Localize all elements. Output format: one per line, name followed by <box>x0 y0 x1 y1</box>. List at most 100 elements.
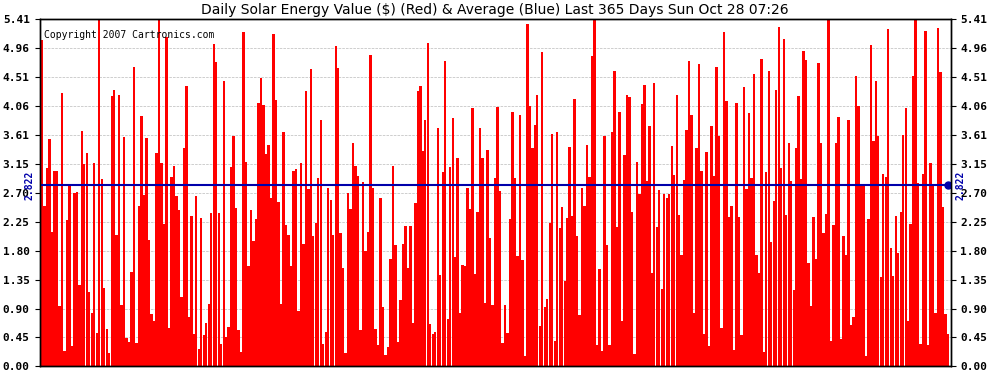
Bar <box>532 148 534 366</box>
Title: Daily Solar Energy Value ($) (Red) & Average (Blue) Last 365 Days Sun Oct 28 07:: Daily Solar Energy Value ($) (Red) & Ave… <box>201 3 789 17</box>
Bar <box>741 335 742 366</box>
Bar <box>910 224 912 366</box>
Bar <box>267 145 269 366</box>
Bar <box>424 120 427 366</box>
Bar <box>613 71 616 366</box>
Bar <box>456 158 458 366</box>
Bar <box>708 346 710 366</box>
Bar <box>546 299 548 366</box>
Bar <box>760 58 762 366</box>
Bar <box>442 172 444 366</box>
Bar <box>803 51 805 366</box>
Bar <box>88 292 90 366</box>
Bar <box>471 108 474 366</box>
Bar <box>302 244 305 366</box>
Bar <box>223 81 225 366</box>
Bar <box>362 182 364 366</box>
Bar <box>374 328 377 366</box>
Bar <box>641 104 644 366</box>
Bar <box>427 44 429 366</box>
Bar <box>608 345 611 366</box>
Bar <box>790 182 792 366</box>
Bar <box>653 83 655 366</box>
Bar <box>795 148 797 366</box>
Bar <box>369 56 371 366</box>
Bar <box>295 170 297 366</box>
Bar <box>351 143 354 366</box>
Bar <box>683 180 685 366</box>
Bar <box>264 154 267 366</box>
Bar <box>466 188 469 366</box>
Bar <box>588 177 591 366</box>
Bar <box>167 328 170 366</box>
Bar <box>606 245 608 366</box>
Bar <box>670 146 673 366</box>
Bar <box>897 253 899 366</box>
Bar <box>675 95 678 366</box>
Bar <box>262 105 264 366</box>
Bar <box>49 139 50 366</box>
Bar <box>479 128 481 366</box>
Bar <box>862 186 864 366</box>
Bar <box>113 90 116 366</box>
Bar <box>496 106 499 366</box>
Bar <box>322 344 325 366</box>
Bar <box>624 155 626 366</box>
Bar <box>892 276 894 366</box>
Bar <box>254 219 257 366</box>
Bar <box>713 176 715 366</box>
Bar <box>131 272 133 366</box>
Bar <box>476 212 479 366</box>
Bar <box>553 340 556 366</box>
Bar <box>586 145 588 366</box>
Bar <box>895 216 897 366</box>
Bar <box>494 177 496 366</box>
Bar <box>384 355 387 366</box>
Bar <box>357 176 359 366</box>
Bar <box>765 172 767 366</box>
Bar <box>872 141 874 366</box>
Bar <box>787 143 790 366</box>
Bar <box>930 163 932 366</box>
Bar <box>83 164 85 366</box>
Bar <box>777 27 780 366</box>
Bar <box>840 339 842 366</box>
Bar <box>869 45 872 366</box>
Bar <box>417 91 419 366</box>
Bar <box>927 345 930 366</box>
Bar <box>317 178 320 366</box>
Bar <box>270 198 272 366</box>
Bar <box>556 132 558 366</box>
Bar <box>917 183 920 366</box>
Bar <box>96 333 98 366</box>
Bar <box>41 40 44 366</box>
Bar <box>128 342 131 366</box>
Bar <box>439 275 442 366</box>
Bar <box>944 314 946 366</box>
Bar <box>695 148 698 366</box>
Bar <box>698 64 700 366</box>
Bar <box>723 32 726 366</box>
Bar <box>596 345 598 366</box>
Bar <box>526 24 529 366</box>
Bar <box>941 207 944 366</box>
Bar <box>501 343 504 366</box>
Bar <box>706 152 708 366</box>
Bar <box>354 166 356 366</box>
Bar <box>631 211 633 366</box>
Bar <box>228 327 230 366</box>
Bar <box>499 191 501 366</box>
Bar <box>312 236 315 366</box>
Bar <box>80 131 83 366</box>
Bar <box>136 343 138 366</box>
Bar <box>900 212 902 366</box>
Bar <box>111 96 113 366</box>
Bar <box>367 232 369 366</box>
Bar <box>798 96 800 366</box>
Bar <box>506 333 509 366</box>
Bar <box>820 143 823 366</box>
Bar <box>208 304 210 366</box>
Bar <box>345 353 346 366</box>
Bar <box>907 321 910 366</box>
Bar <box>576 236 578 366</box>
